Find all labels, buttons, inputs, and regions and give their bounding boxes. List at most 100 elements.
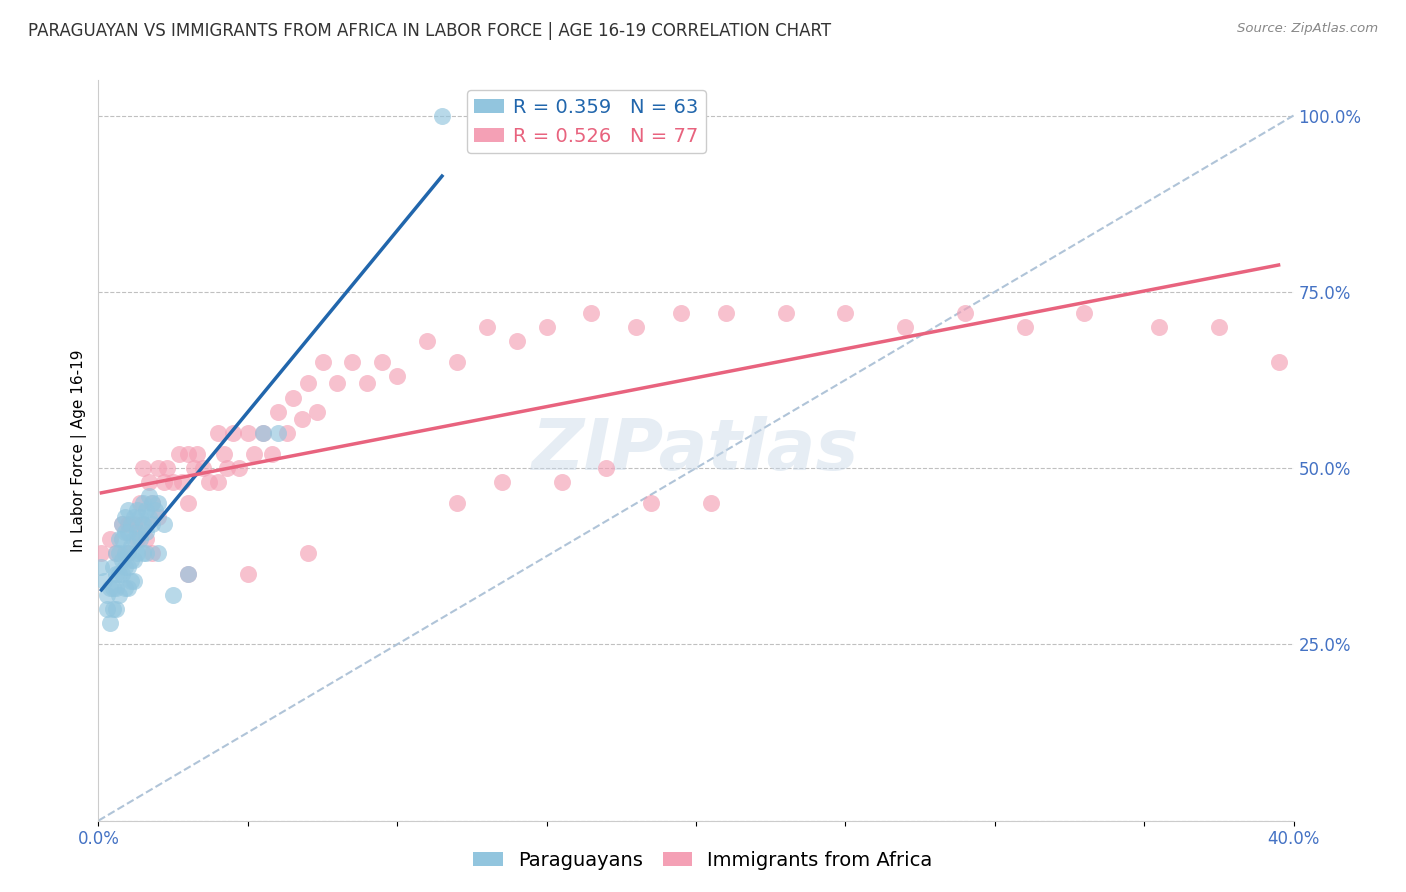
Point <box>105 546 128 560</box>
Point <box>124 574 146 588</box>
Point <box>98 532 122 546</box>
Point <box>114 524 136 539</box>
Point <box>356 376 378 391</box>
Point <box>834 306 856 320</box>
Point <box>124 517 146 532</box>
Point <box>536 320 558 334</box>
Point <box>1014 320 1036 334</box>
Point <box>90 546 112 560</box>
Point <box>186 447 208 461</box>
Point <box>446 355 468 369</box>
Point <box>228 461 250 475</box>
Point <box>108 588 131 602</box>
Point <box>117 559 139 574</box>
Point <box>132 517 155 532</box>
Point <box>207 475 229 490</box>
Point <box>90 559 112 574</box>
Point <box>114 559 136 574</box>
Point <box>98 581 122 595</box>
Point <box>105 602 128 616</box>
Point <box>148 496 170 510</box>
Point <box>252 425 274 440</box>
Point <box>127 546 149 560</box>
Point <box>297 376 319 391</box>
Point <box>117 524 139 539</box>
Point <box>129 496 152 510</box>
Point <box>222 425 245 440</box>
Point <box>141 546 163 560</box>
Point <box>177 566 200 581</box>
Point <box>640 496 662 510</box>
Point <box>138 475 160 490</box>
Point <box>111 553 134 567</box>
Point <box>491 475 513 490</box>
Point <box>96 602 118 616</box>
Point <box>191 461 214 475</box>
Point <box>138 489 160 503</box>
Point <box>371 355 394 369</box>
Point <box>148 510 170 524</box>
Point <box>129 532 152 546</box>
Point <box>953 306 976 320</box>
Point <box>177 566 200 581</box>
Point <box>124 532 146 546</box>
Point <box>430 109 453 123</box>
Point <box>120 553 142 567</box>
Point <box>120 517 142 532</box>
Point <box>252 425 274 440</box>
Point <box>167 447 190 461</box>
Point <box>135 524 157 539</box>
Text: PARAGUAYAN VS IMMIGRANTS FROM AFRICA IN LABOR FORCE | AGE 16-19 CORRELATION CHAR: PARAGUAYAN VS IMMIGRANTS FROM AFRICA IN … <box>28 22 831 40</box>
Point <box>141 517 163 532</box>
Point <box>135 532 157 546</box>
Point <box>475 320 498 334</box>
Point <box>114 546 136 560</box>
Point <box>105 581 128 595</box>
Point <box>98 616 122 631</box>
Point <box>281 391 304 405</box>
Point <box>506 334 529 348</box>
Point <box>148 546 170 560</box>
Point <box>236 566 259 581</box>
Point <box>342 355 364 369</box>
Point <box>162 588 184 602</box>
Point <box>127 532 149 546</box>
Point <box>117 503 139 517</box>
Point <box>120 574 142 588</box>
Point <box>93 574 115 588</box>
Point <box>153 475 176 490</box>
Point <box>162 475 184 490</box>
Point <box>177 447 200 461</box>
Point <box>236 425 259 440</box>
Point <box>103 559 125 574</box>
Point <box>114 510 136 524</box>
Point <box>326 376 349 391</box>
Point <box>96 588 118 602</box>
Point <box>714 306 737 320</box>
Point <box>108 566 131 581</box>
Point <box>267 405 290 419</box>
Point <box>305 405 328 419</box>
Point <box>132 496 155 510</box>
Point <box>141 496 163 510</box>
Point <box>243 447 266 461</box>
Point <box>111 566 134 581</box>
Point <box>156 461 179 475</box>
Point <box>276 425 298 440</box>
Point <box>1267 355 1289 369</box>
Point <box>132 461 155 475</box>
Point <box>117 546 139 560</box>
Point <box>581 306 603 320</box>
Point <box>207 425 229 440</box>
Point <box>120 539 142 553</box>
Point <box>894 320 917 334</box>
Point <box>111 517 134 532</box>
Point <box>108 546 131 560</box>
Point <box>198 475 221 490</box>
Point <box>103 602 125 616</box>
Point <box>215 461 238 475</box>
Point <box>550 475 572 490</box>
Y-axis label: In Labor Force | Age 16-19: In Labor Force | Age 16-19 <box>72 349 87 552</box>
Point <box>153 517 176 532</box>
Point <box>138 510 160 524</box>
